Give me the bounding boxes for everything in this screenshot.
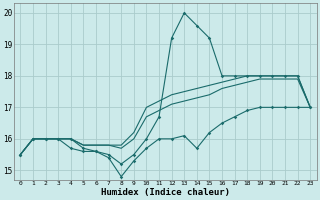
X-axis label: Humidex (Indice chaleur): Humidex (Indice chaleur) <box>101 188 230 197</box>
